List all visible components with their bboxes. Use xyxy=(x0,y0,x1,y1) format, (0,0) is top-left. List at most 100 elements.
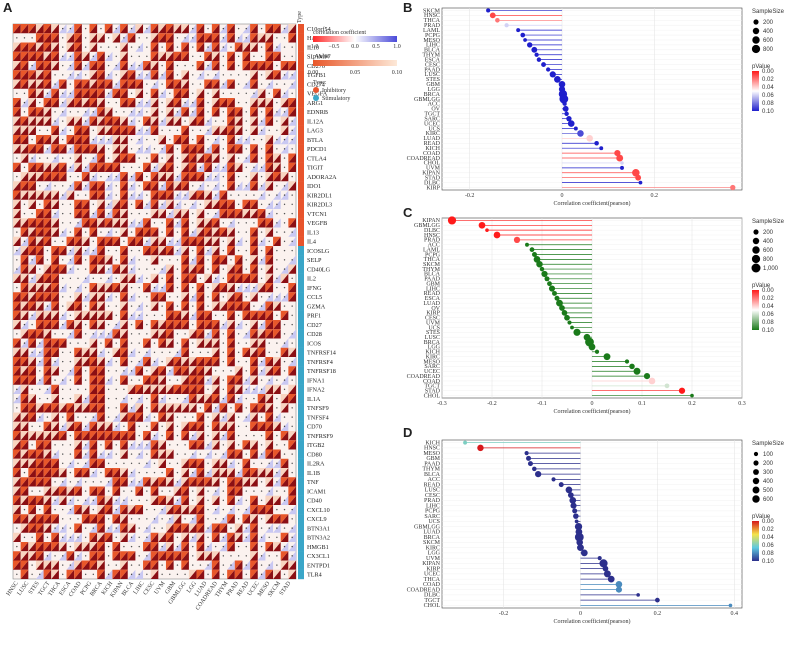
type-strip-cell xyxy=(298,218,304,228)
type-strip-cell xyxy=(298,486,304,496)
heatmap-cell-dot xyxy=(192,203,194,206)
heatmap-cell-p xyxy=(188,505,197,515)
category-label: HNSC xyxy=(424,446,440,452)
heatmap-cell-p xyxy=(112,329,121,339)
heatmap-cell-p xyxy=(127,125,136,135)
heatmap-cell-dot xyxy=(115,83,117,85)
heatmap-cell-dot xyxy=(260,305,263,307)
heatmap-cell-corr xyxy=(250,375,258,385)
heatmap-cell-p xyxy=(181,162,189,172)
heatmap-cell-dot xyxy=(92,212,95,215)
heatmap-cell-corr xyxy=(257,310,266,320)
heatmap-cell-p xyxy=(211,144,220,154)
heatmap-cell-corr xyxy=(257,366,266,376)
heatmap-cell-corr xyxy=(257,209,266,219)
heatmap-cell-corr xyxy=(89,514,98,524)
heatmap-cell-p xyxy=(13,551,21,561)
heatmap-cell-corr xyxy=(250,153,258,163)
lollipop-point xyxy=(615,581,623,588)
heatmap-cell-dot xyxy=(192,83,194,85)
heatmap-cell-dot xyxy=(39,573,41,576)
heatmap-cell-p xyxy=(135,403,144,413)
heatmap-cell-dot xyxy=(107,277,110,280)
heatmap-cell-corr xyxy=(250,338,258,348)
heatmap-cell-dot xyxy=(176,166,179,169)
heatmap-cell-dot xyxy=(146,499,148,502)
legend-corr-bar xyxy=(313,36,397,42)
heatmap-cell-dot xyxy=(237,138,240,141)
heatmap-cell-corr xyxy=(288,486,296,496)
heatmap-cell-p xyxy=(288,292,296,302)
heatmap-cell-corr xyxy=(250,347,258,357)
category-label: COADREAD xyxy=(407,156,441,162)
legend-size-label: 200 xyxy=(763,20,774,26)
heatmap-cell-dot xyxy=(146,351,148,354)
heatmap-cell-p xyxy=(127,33,136,43)
heatmap-cell-p xyxy=(43,162,52,172)
heatmap-cell-p xyxy=(51,283,59,293)
heatmap-cell-p xyxy=(43,458,52,468)
heatmap-cell-p xyxy=(28,144,36,154)
heatmap-cell-dot xyxy=(138,342,140,344)
heatmap-cell-p xyxy=(173,514,182,524)
heatmap-cell-p xyxy=(35,560,44,570)
heatmap-cell-dot xyxy=(192,305,194,307)
heatmap-cell-corr xyxy=(89,347,98,357)
category-label: BLCA xyxy=(424,48,441,54)
heatmap-cell-dot xyxy=(107,351,110,354)
heatmap-cell-dot xyxy=(260,83,263,85)
heatmap-cell-p xyxy=(28,246,36,256)
heatmap-cell-p xyxy=(280,431,289,441)
heatmap-cell-dot xyxy=(146,55,148,58)
heatmap-cell-p xyxy=(104,532,113,542)
heatmap-cell-p xyxy=(211,551,220,561)
heatmap-cell-p xyxy=(227,273,235,283)
heatmap-cell-corr xyxy=(13,486,21,496)
heatmap-cell-dot xyxy=(192,545,194,548)
heatmap-cell-p xyxy=(143,357,151,367)
heatmap-cell-dot xyxy=(69,351,72,354)
legend-p-tick: 0.02 xyxy=(762,296,774,302)
heatmap-cell-dot xyxy=(161,231,163,233)
heatmap-cell-corr xyxy=(112,153,121,163)
heatmap-cell-dot xyxy=(214,490,217,492)
heatmap-cell-corr xyxy=(35,79,44,89)
heatmap-cell-p xyxy=(288,264,296,274)
type-strip-cell xyxy=(298,88,304,99)
heatmap-cell-dot xyxy=(46,536,49,539)
heatmap-cell-dot xyxy=(146,444,148,446)
heatmap-cell-corr xyxy=(288,431,296,441)
heatmap-cell-dot xyxy=(176,74,179,76)
heatmap-cell-corr xyxy=(219,283,228,293)
heatmap-cell-p xyxy=(20,301,29,311)
heatmap-cell-dot xyxy=(146,259,148,261)
category-label: COADREAD xyxy=(407,587,441,593)
heatmap-cell-p xyxy=(51,569,59,579)
category-label: HNSC xyxy=(424,13,440,19)
lollipop-point xyxy=(478,221,486,229)
heatmap-cell-p xyxy=(28,468,36,478)
heatmap-cell-p xyxy=(112,199,121,209)
heatmap-cell-p xyxy=(181,264,189,274)
heatmap-cell-corr xyxy=(66,486,75,496)
heatmap-cell-dot xyxy=(31,277,33,280)
gene-label: TNF xyxy=(307,479,319,486)
heatmap-cell-corr xyxy=(127,116,136,126)
legend-p-tick: 0.08 xyxy=(762,320,774,326)
heatmap-cell-p xyxy=(51,264,59,274)
heatmap-cell-p xyxy=(112,514,121,524)
heatmap-cell-p xyxy=(242,514,251,524)
heatmap-cell-dot xyxy=(207,379,209,381)
heatmap-cell-p xyxy=(250,403,258,413)
heatmap-cell-corr xyxy=(89,301,98,311)
heatmap-cell-corr xyxy=(112,542,121,552)
heatmap-cell-p xyxy=(150,24,159,34)
heatmap-cell-dot xyxy=(23,508,26,511)
heatmap-cell-dot xyxy=(69,249,72,252)
heatmap-cell-p xyxy=(13,98,21,108)
heatmap-cell-dot xyxy=(276,462,278,465)
type-strip-cell xyxy=(298,440,304,450)
heatmap-cell-dot xyxy=(291,74,293,76)
heatmap-cell-corr xyxy=(28,551,36,561)
heatmap-cell-p xyxy=(13,144,21,154)
